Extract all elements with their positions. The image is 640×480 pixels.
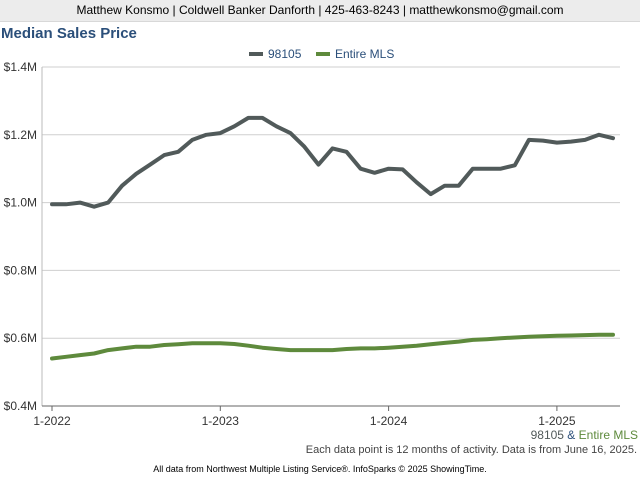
x-tick-label: 1-2022 <box>33 414 71 428</box>
series-line-98105 <box>50 115 615 209</box>
x-tick-label: 1-2024 <box>370 414 408 428</box>
chart-title: Median Sales Price <box>1 25 137 42</box>
bottom-legend-entire-mls: Entire MLS <box>578 428 638 442</box>
series-layer <box>50 115 615 361</box>
contact-header: Matthew Konsmo | Coldwell Banker Danfort… <box>0 0 640 22</box>
footer-note: Each data point is 12 months of activity… <box>305 444 637 456</box>
y-tick-label: $1.4M <box>4 60 37 74</box>
bottom-legend-98105: 98105 <box>530 428 564 442</box>
y-tick-label: $0.8M <box>4 263 37 277</box>
x-tick-label: 1-2025 <box>538 414 576 428</box>
legend-label: 98105 <box>268 47 302 61</box>
footer-credit: All data from Northwest Multiple Listing… <box>153 464 487 474</box>
grid-layer <box>42 66 620 407</box>
bottom-legend: 98105 & Entire MLS <box>531 428 638 442</box>
y-tick-label: $1.0M <box>4 196 37 210</box>
bottom-legend-separator: & <box>563 428 579 442</box>
legend-label: Entire MLS <box>335 47 394 61</box>
y-tick-label: $1.2M <box>4 128 37 142</box>
x-tick-label: 1-2023 <box>202 414 240 428</box>
legend: 98105 Entire MLS <box>249 47 394 61</box>
y-tick-label: $0.6M <box>4 331 37 345</box>
series-line-entire-mls <box>50 332 615 361</box>
y-tick-label: $0.4M <box>4 399 37 413</box>
axis-layer: $0.4M $0.6M $0.8M $1.0M $1.2M $1.4M 1-2022 1-20… <box>4 60 620 428</box>
